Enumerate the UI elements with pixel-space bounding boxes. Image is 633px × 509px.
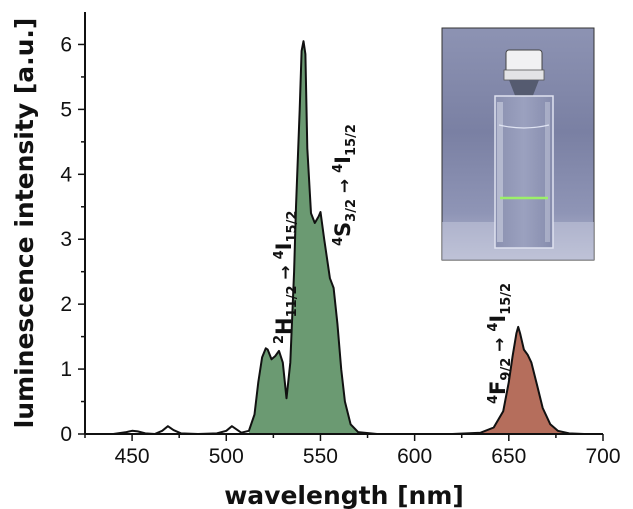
y-tick-label: 2: [60, 293, 72, 316]
y-axis-label: luminescence intensity [a.u.]: [10, 18, 39, 429]
y-tick-label: 3: [60, 228, 72, 251]
y-tick-label: 4: [60, 163, 72, 186]
axes: 450 500 550 600 650 700 0 1 2 3 4 5 6: [60, 12, 621, 468]
y-tick-label: 0: [60, 423, 72, 446]
y-tick-label: 6: [60, 33, 72, 56]
transition-label-part: I: [486, 315, 510, 323]
transition-label-part: 4: [486, 323, 501, 332]
transition-label-part: H: [272, 317, 296, 335]
transition-label-part: 4: [331, 237, 346, 246]
transition-label-part: I: [331, 156, 355, 164]
transition-label-part: 9/2: [499, 358, 514, 381]
y-tick-label: 5: [60, 98, 72, 121]
transition-label-part: 4: [272, 250, 287, 259]
transition-label-part: 3/2: [344, 199, 359, 222]
x-tick-label: 600: [397, 445, 432, 468]
x-tick-label: 700: [585, 445, 620, 468]
green-emission-band: [248, 41, 359, 434]
y-tick-label: 1: [60, 358, 72, 381]
transition-label-part: 15/2: [285, 211, 300, 243]
spectrum-areas: [248, 41, 585, 434]
transition-label-part: 15/2: [499, 283, 514, 315]
cuvette: [494, 49, 554, 249]
red-emission-band: [480, 326, 585, 434]
x-tick-label: 500: [209, 445, 244, 468]
transition-label-part: I: [272, 243, 296, 251]
x-tick-label: 550: [303, 445, 338, 468]
transition-label: 2H11/2 → 4I15/2: [272, 211, 300, 344]
transition-label-part: 2: [272, 335, 287, 344]
transition-label: 4F9/2 → 4I15/2: [486, 283, 514, 404]
transition-label: 4S3/2 → 4I15/2: [331, 124, 359, 246]
transition-label-part: F: [486, 381, 510, 395]
transition-label-part: 4: [331, 164, 346, 173]
x-axis-label: wavelength [nm]: [224, 481, 464, 509]
transition-label-part: 4: [486, 395, 501, 404]
transition-label-part: →: [335, 173, 355, 199]
x-ticks: 450 500 550 600 650 700: [84, 434, 621, 468]
transition-label-part: →: [490, 332, 510, 358]
x-tick-label: 650: [491, 445, 526, 468]
transition-label-part: 11/2: [285, 285, 300, 317]
x-tick-label: 450: [115, 445, 150, 468]
transition-label-part: →: [276, 259, 296, 285]
y-ticks: 0 1 2 3 4 5 6: [60, 33, 85, 446]
transition-label-part: S: [331, 222, 355, 237]
transition-label-part: 15/2: [344, 124, 359, 156]
inset-photo: [441, 27, 595, 261]
